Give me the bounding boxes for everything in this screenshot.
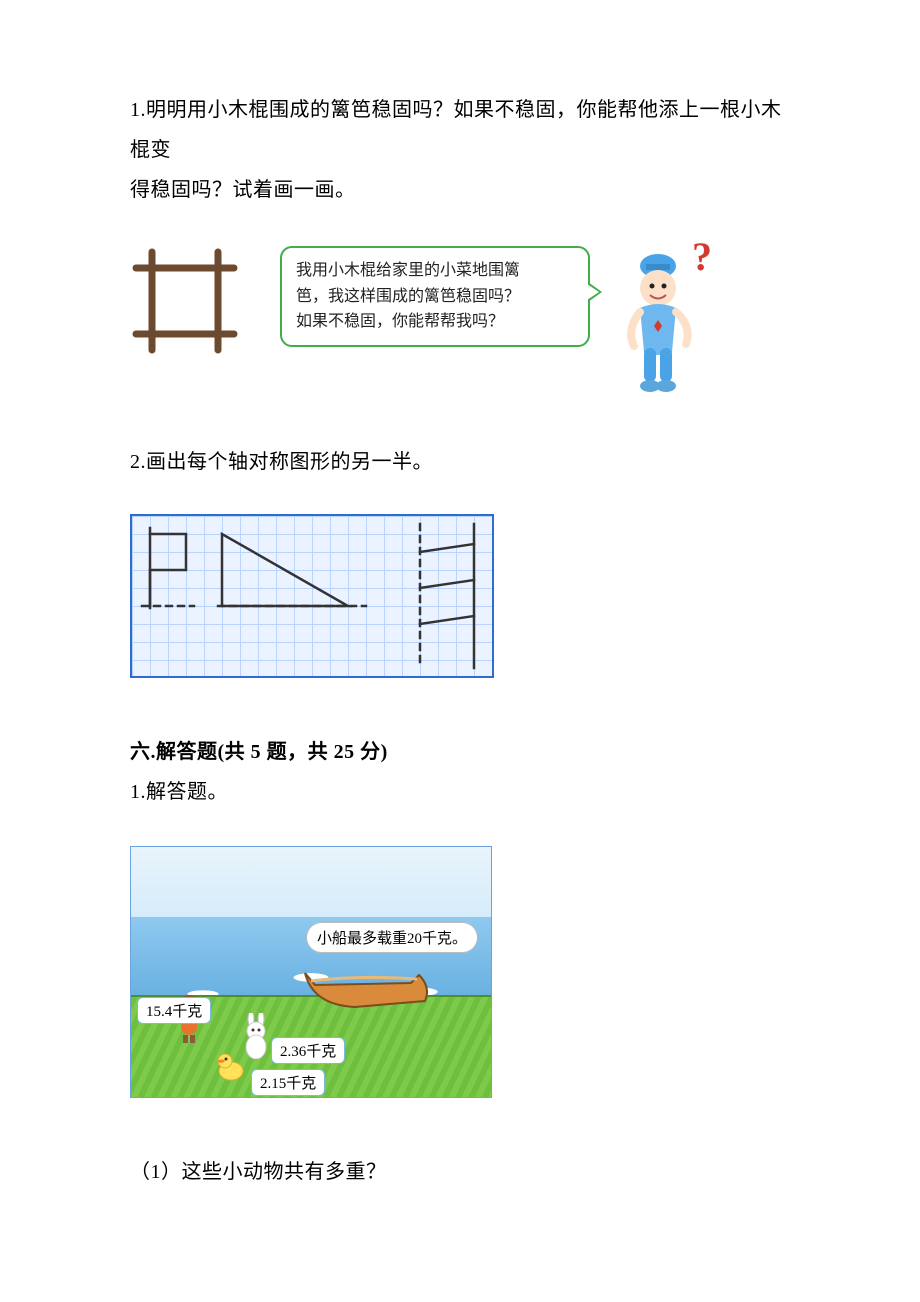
- monkey-weight-label: 15.4千克: [137, 997, 211, 1024]
- bubble-line: 我用小木棍给家里的小菜地围篱: [296, 258, 574, 284]
- duck-icon: [217, 1049, 247, 1083]
- boy-icon: ?: [610, 240, 730, 410]
- rabbit-weight-label: 2.36千克: [271, 1037, 345, 1064]
- bubble-line: 如果不稳固，你能帮帮我吗？: [296, 309, 574, 335]
- svg-text:?: ?: [692, 240, 712, 279]
- boat-capacity-label: 小船最多载重20千克。: [307, 923, 477, 952]
- boat-icon: [301, 967, 431, 1017]
- q1-figure: 我用小木棍给家里的小菜地围篱 笆，我这样围成的篱笆稳固吗？ 如果不稳固，你能帮帮…: [130, 246, 800, 406]
- q1-line2: 得稳固吗？试着画一画。: [130, 170, 800, 210]
- symmetry-grid: [130, 514, 494, 678]
- q61-text: 1.解答题。: [130, 772, 800, 812]
- speech-bubble: 我用小木棍给家里的小菜地围篱 笆，我这样围成的篱笆稳固吗？ 如果不稳固，你能帮帮…: [280, 246, 590, 347]
- q61-sub1: （1）这些小动物共有多重？: [130, 1152, 800, 1192]
- bubble-line: 笆，我这样围成的篱笆稳固吗？: [296, 284, 574, 310]
- section6-heading: 六.解答题(共 5 题，共 25 分): [130, 732, 800, 772]
- q1-line1: 1.明明用小木棍围成的篱笆稳固吗？如果不稳固，你能帮他添上一根小木棍变: [130, 90, 800, 170]
- scene-illustration: 小船最多载重20千克。 15.4千克 2.36千克: [130, 846, 492, 1098]
- fence-icon: [130, 246, 240, 356]
- duck-weight-label: 2.15千克: [251, 1069, 325, 1096]
- q2-text: 2.画出每个轴对称图形的另一半。: [130, 442, 800, 482]
